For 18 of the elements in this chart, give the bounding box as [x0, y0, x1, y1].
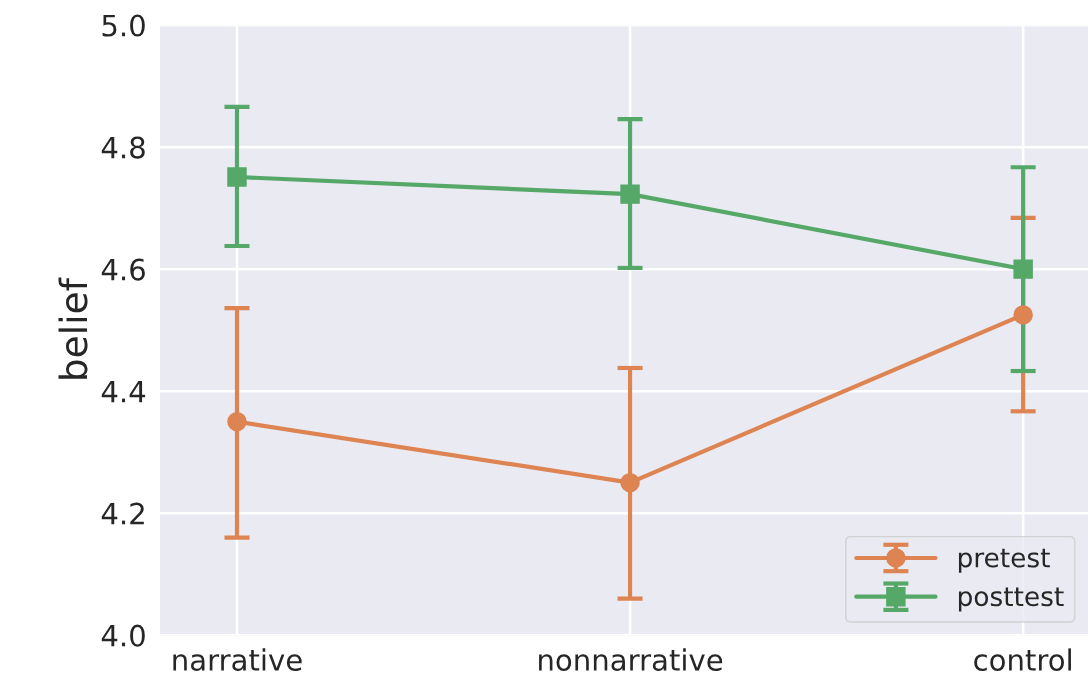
point: [227, 167, 247, 187]
point: [620, 184, 640, 204]
x-tick-label: narrative: [173, 648, 302, 671]
y-tick-label: 4.2: [101, 502, 144, 525]
x-tick-label: nonnarrative: [539, 648, 723, 671]
point: [227, 411, 247, 432]
y-tick-label: 4.0: [101, 624, 145, 647]
point: [1013, 305, 1033, 325]
x-tick-label: control: [974, 648, 1071, 671]
legend-label: pretest: [958, 548, 1050, 573]
y-tick-label: 5.0: [102, 14, 145, 37]
point: [620, 472, 640, 493]
point: [1013, 259, 1033, 279]
y-tick-label: 4.4: [101, 380, 146, 403]
legend-label: posttest: [958, 587, 1064, 612]
y-tick-label: 4.6: [101, 258, 145, 281]
y-axis-title: belief: [58, 277, 88, 379]
y-tick-label: 4.8: [101, 136, 145, 159]
